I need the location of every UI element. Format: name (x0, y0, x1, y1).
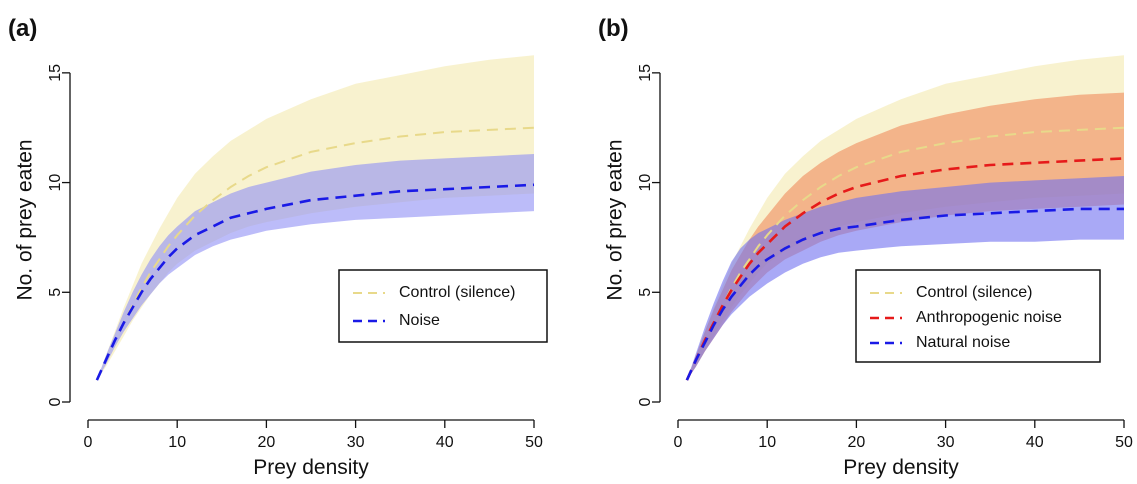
chart-panel-a: (a) 0 10 20 30 40 50 0 5 10 15 Prey density No. of p… (8, 15, 548, 479)
legend-box (338, 269, 548, 343)
x-axis-title: Prey density (253, 456, 369, 479)
chart-panel-b: (b) 0 10 20 30 40 50 0 5 10 15 Prey density No. of p… (598, 15, 1133, 479)
x-tick-label: 50 (525, 434, 543, 451)
confidence-band-3 (686, 176, 1124, 381)
x-tick-label: 20 (848, 434, 866, 451)
x-axis-title: Prey density (843, 456, 959, 479)
confidence-band-1 (96, 55, 535, 381)
y-tick-label: 10 (47, 174, 64, 192)
series-line-2 (685, 157, 1125, 381)
confidence-band-2 (686, 92, 1124, 381)
x-tick-label: 40 (1026, 434, 1044, 451)
y-tick-label: 0 (637, 397, 654, 406)
series-line-3 (685, 207, 1124, 381)
x-tick-label: 30 (347, 434, 365, 451)
x-tick-label: 20 (258, 434, 276, 451)
legend: Control (silence) Anthropogenic noise Natu… (855, 269, 1101, 363)
series-line-1 (685, 126, 1125, 381)
y-tick-label: 0 (47, 397, 64, 406)
y-tick-label: 10 (637, 174, 654, 192)
x-tick-label: 30 (937, 434, 955, 451)
panel-label: (b) (598, 15, 629, 42)
y-axis-title: No. of prey eaten (604, 139, 627, 300)
y-tick-label: 15 (637, 64, 654, 82)
legend-entry: Noise (399, 312, 440, 329)
series-line-1 (95, 126, 535, 381)
panel-label: (a) (8, 15, 37, 42)
x-tick-label: 10 (758, 434, 776, 451)
y-tick-label: 15 (47, 64, 64, 82)
legend-entry: Control (silence) (399, 284, 515, 301)
y-tick-label: 5 (637, 288, 654, 297)
legend-entry: Anthropogenic noise (916, 309, 1062, 326)
legend-entry: Control (silence) (916, 284, 1032, 301)
y-axis-title: No. of prey eaten (14, 139, 37, 300)
x-tick-label: 50 (1115, 434, 1133, 451)
x-tick-label: 0 (84, 434, 93, 451)
confidence-band-2 (96, 154, 535, 381)
legend-box (855, 269, 1101, 363)
legend: Control (silence) Noise (338, 269, 548, 343)
x-tick-label: 10 (168, 434, 186, 451)
x-tick-label: 0 (674, 434, 683, 451)
y-tick-label: 5 (47, 288, 64, 297)
legend-entry: Natural noise (916, 334, 1010, 351)
x-tick-label: 40 (436, 434, 454, 451)
